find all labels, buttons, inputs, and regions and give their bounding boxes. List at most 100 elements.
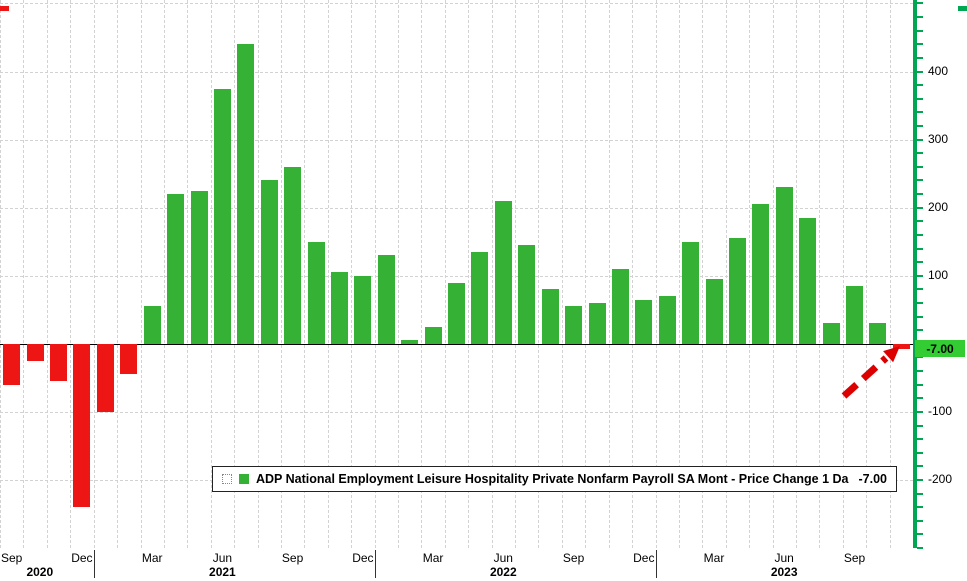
gridline-vertical: [702, 0, 704, 548]
year-separator: [374, 550, 376, 578]
bar[interactable]: [448, 282, 465, 344]
gridline-horizontal: [0, 3, 913, 5]
gridline-vertical: [0, 0, 1, 548]
y-axis-tick: [917, 547, 923, 549]
y-axis-tick: [917, 288, 923, 291]
bar[interactable]: [682, 241, 700, 344]
year-separator: [93, 550, 95, 578]
gridline-vertical: [538, 0, 540, 548]
bar[interactable]: [658, 296, 676, 344]
y-axis-tick: [917, 274, 923, 277]
bar[interactable]: [307, 241, 325, 344]
bar[interactable]: [120, 343, 138, 375]
y-axis-tick: [917, 329, 923, 332]
x-axis-label: Jun: [493, 551, 513, 565]
bar[interactable]: [354, 275, 372, 344]
bar[interactable]: [424, 326, 442, 344]
x-axis-label: Mar: [422, 551, 444, 565]
y-axis-tick: [917, 2, 923, 5]
y-axis-tick: [917, 492, 923, 495]
gridline-vertical: [585, 0, 587, 548]
last-price-badge: -7.00: [915, 340, 965, 357]
bar[interactable]: [3, 343, 21, 385]
gridline-vertical: [304, 0, 306, 548]
bar[interactable]: [588, 302, 606, 344]
plot-area[interactable]: [0, 0, 913, 548]
bar[interactable]: [471, 251, 489, 344]
bar[interactable]: [728, 238, 746, 344]
y-axis-tick: [917, 383, 923, 386]
gridline-vertical: [468, 0, 470, 548]
x-axis-label: Jun: [774, 551, 794, 565]
bar[interactable]: [330, 272, 348, 344]
gridline-vertical: [140, 0, 142, 548]
gridline-vertical: [772, 0, 774, 548]
y-axis-tick: [917, 206, 923, 209]
bar[interactable]: [96, 343, 114, 412]
bar[interactable]: [799, 217, 817, 344]
bar[interactable]: [705, 279, 723, 344]
y-axis-tick: [917, 124, 923, 127]
bar[interactable]: [611, 268, 629, 344]
y-axis-tick: [917, 111, 923, 114]
gridline-vertical: [444, 0, 446, 548]
y-axis-label: 100: [928, 267, 949, 282]
annotation-arrow-icon: [841, 346, 900, 399]
bar[interactable]: [752, 204, 770, 344]
y-axis-tick: [917, 247, 923, 250]
right-edge-marker: [958, 6, 967, 11]
bar[interactable]: [518, 245, 536, 344]
bar[interactable]: [892, 343, 910, 349]
bar[interactable]: [541, 289, 559, 344]
gridline-vertical: [327, 0, 329, 548]
gridline-vertical: [46, 0, 48, 548]
gridline-vertical: [187, 0, 189, 548]
left-edge-marker: [0, 6, 9, 11]
bar[interactable]: [869, 323, 887, 344]
y-axis-tick: [917, 465, 923, 468]
y-axis-tick: [917, 356, 923, 359]
bar[interactable]: [565, 306, 583, 344]
x-axis-label: Dec: [352, 551, 374, 565]
gridline-vertical: [93, 0, 95, 548]
bar[interactable]: [50, 343, 67, 382]
bar[interactable]: [846, 285, 863, 344]
bar[interactable]: [190, 190, 208, 344]
y-axis-tick: [917, 16, 923, 18]
bar[interactable]: [237, 44, 255, 344]
y-axis-tick: [917, 152, 923, 155]
legend-checkbox-icon[interactable]: [222, 474, 232, 484]
x-axis-label: Dec: [633, 551, 655, 565]
bar[interactable]: [143, 306, 161, 344]
gridline-vertical: [632, 0, 634, 548]
bar[interactable]: [167, 194, 185, 344]
zero-line: [0, 343, 913, 345]
bar[interactable]: [284, 166, 302, 344]
y-axis-tick: [917, 138, 923, 141]
bar[interactable]: [494, 200, 512, 344]
gridline-vertical: [515, 0, 516, 548]
y-axis-tick: [917, 84, 923, 87]
gridline-vertical: [234, 0, 236, 548]
x-axis-label: Sep: [562, 551, 585, 565]
bar[interactable]: [775, 187, 793, 344]
y-axis-tick: [917, 70, 923, 73]
bar[interactable]: [822, 323, 840, 344]
legend[interactable]: ADP National Employment Leisure Hospital…: [212, 466, 897, 492]
bar[interactable]: [73, 343, 91, 508]
y-axis-tick: [917, 43, 923, 46]
y-axis-label: -100: [928, 403, 953, 418]
y-axis-label: 200: [928, 199, 949, 214]
gridline-vertical: [655, 0, 657, 548]
y-axis-tick: [917, 424, 923, 427]
bar[interactable]: [377, 255, 395, 344]
gridline-horizontal: [0, 139, 913, 141]
gridline-horizontal: [0, 207, 913, 209]
bar[interactable]: [401, 340, 419, 344]
year-label: 2022: [489, 565, 517, 579]
bar[interactable]: [635, 299, 653, 344]
bar[interactable]: [26, 343, 44, 361]
bar[interactable]: [213, 88, 231, 344]
y-axis-tick: [917, 533, 923, 536]
bar[interactable]: [260, 180, 278, 344]
